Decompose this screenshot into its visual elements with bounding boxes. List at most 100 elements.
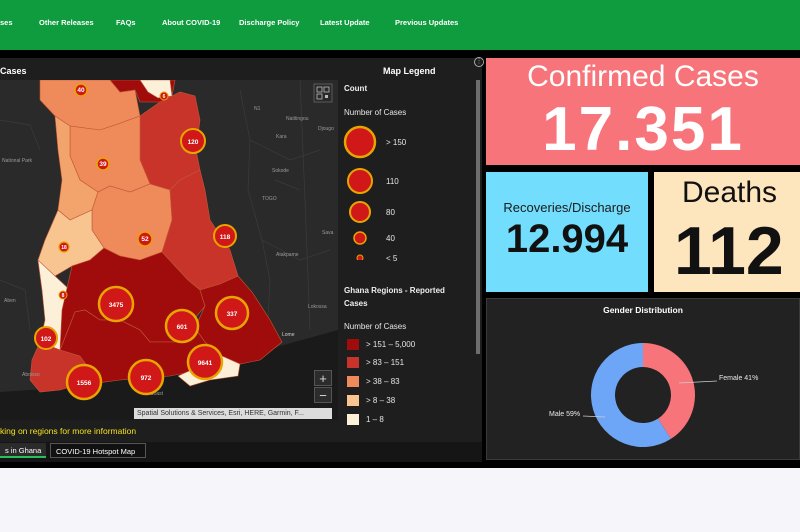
legend-swatch-2 xyxy=(347,357,359,368)
cluster-label-120: 120 xyxy=(188,139,199,146)
gender-title: Gender Distribution xyxy=(603,305,683,315)
legend-number-of-cases-label: Number of Cases xyxy=(344,108,407,117)
gender-donut-chart xyxy=(582,343,718,447)
legend-circle-150 xyxy=(343,125,377,159)
legend-circle-80 xyxy=(349,201,371,223)
recoveries-card: Recoveries/Discharge 12.994 xyxy=(486,172,648,292)
nav-item-faqs[interactable]: FAQs xyxy=(116,18,136,27)
panel-toggle-icon[interactable]: ⋮ xyxy=(474,57,484,67)
place-sava: Sava xyxy=(322,230,334,236)
place-natitingou: Natitingou xyxy=(286,116,309,122)
cluster-18[interactable] xyxy=(58,241,70,253)
cluster-6[interactable] xyxy=(159,91,169,101)
cluster-1556[interactable] xyxy=(65,363,103,401)
nav-item-other-releases[interactable]: Other Releases xyxy=(39,18,94,27)
map-widget-icon[interactable] xyxy=(313,83,333,103)
map-info-text: king on regions for more information xyxy=(0,426,137,436)
place-togo: TOGO xyxy=(262,196,277,202)
cluster-9641[interactable] xyxy=(186,343,224,381)
place-national-park: National Park xyxy=(2,158,33,164)
cluster-label-3475: 3475 xyxy=(109,302,124,309)
cluster-label-1556: 1556 xyxy=(77,380,92,387)
legend-regions-number-label: Number of Cases xyxy=(344,322,407,331)
legend-range-3: > 38 – 83 xyxy=(366,377,400,386)
legend-count-label: Count xyxy=(344,84,368,93)
cluster-601[interactable] xyxy=(164,308,200,344)
cluster-label-118: 118 xyxy=(220,234,231,241)
confirmed-cases-card: Confirmed Cases 17.351 xyxy=(486,58,800,165)
confirmed-cases-label: Confirmed Cases xyxy=(527,60,759,93)
ghana-map[interactable]: Natitingou Djougo Kara Sokode TOGO Atakp… xyxy=(0,80,338,420)
legend-range-2: > 83 – 151 xyxy=(366,358,405,367)
cluster-label-6: 6 xyxy=(163,94,166,100)
cluster-label-972: 972 xyxy=(141,375,152,382)
cluster-39[interactable] xyxy=(96,157,110,171)
cluster-label-102: 102 xyxy=(41,336,52,343)
legend-range-4: > 8 – 38 xyxy=(366,396,396,405)
legend-size-5: < 5 xyxy=(386,254,398,263)
nav-item-latest-update[interactable]: Latest Update xyxy=(320,18,370,27)
cluster-40[interactable] xyxy=(74,83,88,97)
cluster-label-337: 337 xyxy=(227,311,238,318)
zoom-out-button[interactable]: − xyxy=(314,387,332,403)
place-sokode: Sokode xyxy=(272,168,289,174)
cluster-120[interactable] xyxy=(180,128,206,154)
female-slice[interactable] xyxy=(643,343,695,439)
place-coast: Coast xyxy=(150,391,164,397)
cluster-label-52: 52 xyxy=(141,236,149,243)
deaths-label: Deaths xyxy=(682,176,778,209)
place-aben: Aben xyxy=(4,298,16,304)
legend-size-40: 40 xyxy=(386,234,395,243)
legend-circle-40 xyxy=(353,231,367,245)
cluster-102[interactable] xyxy=(34,326,58,350)
cluster-label-8: 8 xyxy=(62,293,65,299)
cluster-label-40: 40 xyxy=(77,87,85,94)
deaths-card: Deaths 112 xyxy=(654,172,800,292)
place-n1: N1 xyxy=(254,106,261,112)
cluster-972[interactable] xyxy=(127,358,165,396)
legend-range-1: > 151 – 5,000 xyxy=(366,340,416,349)
tab-hotspot-map[interactable]: COVID-19 Hotspot Map xyxy=(50,443,146,458)
place-lokossa: Lokossa xyxy=(308,304,327,310)
nav-item-previous-updates[interactable]: Previous Updates xyxy=(395,18,459,27)
legend-scrollbar[interactable] xyxy=(476,80,480,354)
legend-size-110: 110 xyxy=(386,177,399,186)
zoom-in-button[interactable]: + xyxy=(314,370,332,386)
male-slice[interactable] xyxy=(591,343,671,447)
recoveries-label: Recoveries/Discharge xyxy=(503,200,631,215)
legend-size-150: > 150 xyxy=(386,138,407,147)
legend-range-5: 1 – 8 xyxy=(366,415,384,424)
place-djougo: Djougo xyxy=(318,126,334,132)
cluster-label-39: 39 xyxy=(99,161,107,168)
cluster-52[interactable] xyxy=(137,231,153,247)
map-title: Cases xyxy=(0,66,27,76)
legend-swatch-4 xyxy=(347,395,359,406)
legend-circle-5 xyxy=(356,254,364,260)
female-label: Female 41% xyxy=(719,375,759,382)
place-kara: Kara xyxy=(276,134,287,140)
gender-distribution-panel: Gender Distribution Female 41% Male 59% xyxy=(486,298,800,460)
map-svg: Natitingou Djougo Kara Sokode TOGO Atakp… xyxy=(0,80,338,420)
recoveries-value: 12.994 xyxy=(505,217,629,261)
cluster-118[interactable] xyxy=(213,224,237,248)
tab-cases-in-ghana[interactable]: s in Ghana xyxy=(0,443,46,458)
legend-swatch-1 xyxy=(347,339,359,350)
legend-size-80: 80 xyxy=(386,208,395,217)
cluster-label-18: 18 xyxy=(61,245,67,251)
top-nav: ses Other Releases FAQs About COVID-19 D… xyxy=(0,0,800,50)
cluster-3475[interactable] xyxy=(97,285,135,323)
male-label: Male 59% xyxy=(549,411,581,418)
legend-circle-110 xyxy=(347,168,373,194)
female-leader-line xyxy=(678,380,718,384)
male-leader-line xyxy=(582,415,606,418)
cluster-label-9641: 9641 xyxy=(198,360,213,367)
nav-item-releases[interactable]: ses xyxy=(0,18,13,27)
cluster-8[interactable] xyxy=(58,290,68,300)
place-aboisso: Aboisso xyxy=(22,372,40,378)
nav-item-about-covid[interactable]: About COVID-19 xyxy=(162,18,221,27)
legend-circles xyxy=(343,125,377,260)
confirmed-cases-value: 17.351 xyxy=(542,95,744,164)
nav-item-discharge-policy[interactable]: Discharge Policy xyxy=(239,18,300,27)
map-legend: Count Number of Cases > 150 110 80 40 < … xyxy=(338,80,476,425)
cluster-337[interactable] xyxy=(214,295,250,331)
